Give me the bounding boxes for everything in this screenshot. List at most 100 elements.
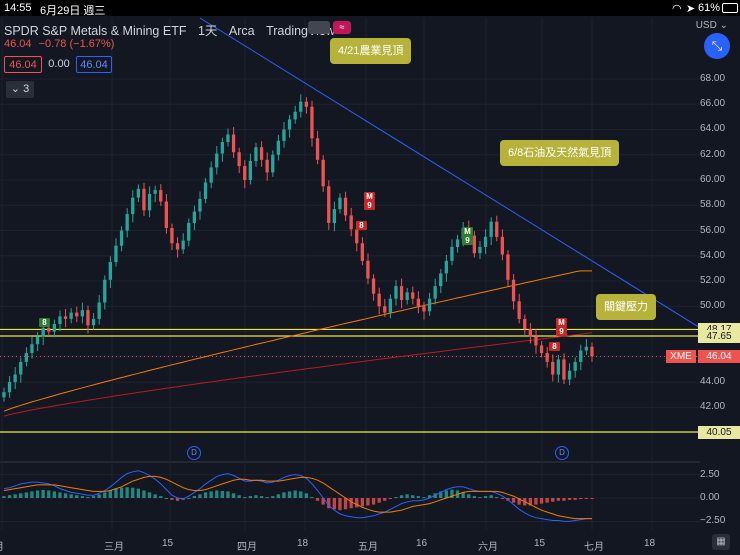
last-price: 46.04	[4, 38, 32, 50]
calendar-icon[interactable]: ▦	[712, 534, 730, 550]
candle-body	[80, 310, 84, 317]
candle-body	[91, 318, 96, 326]
candle-body	[355, 229, 359, 244]
candle-body	[97, 302, 101, 319]
macd-histogram-bar	[293, 490, 297, 498]
candle-body	[343, 197, 348, 216]
price-tick-label: 44.00	[700, 376, 726, 388]
candle-body	[360, 243, 364, 261]
candle-body	[545, 353, 549, 362]
td-mark: 8	[549, 342, 560, 351]
macd-histogram-bar	[159, 496, 163, 498]
macd-histogram-bar	[551, 498, 555, 502]
time-tick-label: 16	[416, 538, 428, 549]
macd-histogram-bar	[416, 496, 420, 498]
symbol-title[interactable]: SPDR S&P Metals & Mining ETF	[4, 24, 187, 38]
level-price-badge: 40.05	[698, 426, 740, 439]
location-icon: ➤	[686, 3, 696, 15]
macd-histogram-bar	[142, 490, 146, 498]
candle-body	[7, 382, 12, 393]
macd-histogram-bar	[411, 495, 415, 498]
macd-histogram-bar	[153, 494, 157, 499]
candle-body	[551, 361, 555, 375]
candle-body	[472, 235, 476, 254]
candle-body	[511, 279, 516, 302]
sell-button[interactable]: 46.04	[4, 56, 42, 73]
indicator-count: 3	[23, 83, 30, 95]
battery-icon	[722, 3, 738, 13]
macd-histogram-bar	[47, 490, 51, 498]
macd-histogram-bar	[528, 498, 532, 506]
buy-button[interactable]: 46.04	[76, 56, 112, 73]
macd-histogram-bar	[388, 498, 392, 499]
time-tick-label: 四月	[237, 542, 257, 553]
chevron-down-icon: ⌄	[719, 20, 728, 31]
macd-histogram-bar	[321, 498, 325, 505]
macd-histogram-bar	[80, 496, 84, 498]
macd-histogram-bar	[511, 498, 516, 503]
td-mark: 9	[556, 327, 567, 336]
candle-body	[399, 286, 404, 300]
candle-body	[226, 134, 230, 143]
macd-histogram-bar	[187, 498, 191, 499]
macd-histogram-bar	[545, 498, 549, 503]
candle-body	[495, 221, 499, 237]
candle-body	[299, 101, 303, 112]
macd-histogram-bar	[41, 490, 45, 498]
macd-histogram-bar	[461, 492, 465, 498]
dividend-marker[interactable]: D	[187, 446, 201, 460]
auto-scale-icon[interactable]: ⤡	[704, 33, 730, 59]
chart-header[interactable]: SPDR S&P Metals & Mining ETF 1天 Arca Tra…	[4, 20, 335, 39]
candle-body	[192, 211, 196, 223]
macd-histogram-bar	[483, 496, 488, 498]
time-tick-label: 三月	[104, 542, 124, 553]
candle-body	[47, 327, 51, 332]
candle-body	[243, 166, 247, 180]
candle-body	[103, 279, 107, 303]
dividend-marker[interactable]: D	[555, 446, 569, 460]
candle-body	[136, 188, 140, 198]
td-mark: M	[364, 192, 375, 201]
macd-histogram-bar	[63, 493, 68, 498]
macd-histogram-bar	[467, 494, 471, 499]
candle-body	[338, 197, 342, 210]
annotation-oil-gas-top[interactable]: 6/8石油及天然氣見頂	[500, 140, 620, 166]
macd-tick-label: 0.00	[700, 492, 720, 503]
macd-histogram-bar	[377, 498, 381, 503]
macd-histogram-bar	[131, 487, 135, 498]
macd-histogram-bar	[315, 498, 320, 501]
macd-histogram-bar	[103, 492, 107, 498]
candle-body	[13, 374, 17, 383]
alert-toggle-button[interactable]: ≈	[333, 21, 351, 34]
currency-selector[interactable]: USD ⌄	[696, 20, 728, 31]
candle-body	[455, 239, 460, 247]
quick-toggle-button[interactable]	[308, 21, 330, 34]
candle-body	[265, 159, 269, 173]
price-tick-label: 60.00	[700, 174, 726, 185]
macd-histogram-bar	[86, 497, 90, 499]
annotation-key-resistance[interactable]: 關鍵壓力	[596, 294, 656, 320]
candle-body	[175, 243, 180, 250]
macd-histogram-bar	[304, 493, 308, 498]
interval-label[interactable]: 1天	[197, 24, 218, 38]
candle-body	[203, 182, 208, 199]
candle-body	[517, 301, 521, 319]
candle-body	[220, 142, 224, 154]
spread-value: 0.00	[48, 58, 70, 70]
macd-histogram-bar	[192, 496, 196, 498]
macd-histogram-bar	[231, 493, 236, 498]
candle-body	[332, 209, 336, 223]
macd-histogram-bar	[147, 492, 152, 498]
candle-body	[427, 298, 432, 312]
annotation-agri-top[interactable]: 4/21農業見頂	[330, 38, 412, 64]
candle-body	[383, 306, 387, 313]
indicator-toggle[interactable]: ⌄ 3	[6, 81, 34, 98]
candle-body	[254, 147, 258, 162]
candle-body	[528, 329, 532, 337]
time-tick-label: 五月	[358, 542, 378, 553]
price-tick-label: 62.00	[700, 148, 726, 160]
macd-histogram-bar	[164, 498, 168, 499]
macd-histogram-bar	[332, 498, 336, 510]
macd-histogram-bar	[394, 497, 398, 499]
price-tick-label: 56.00	[700, 224, 726, 236]
